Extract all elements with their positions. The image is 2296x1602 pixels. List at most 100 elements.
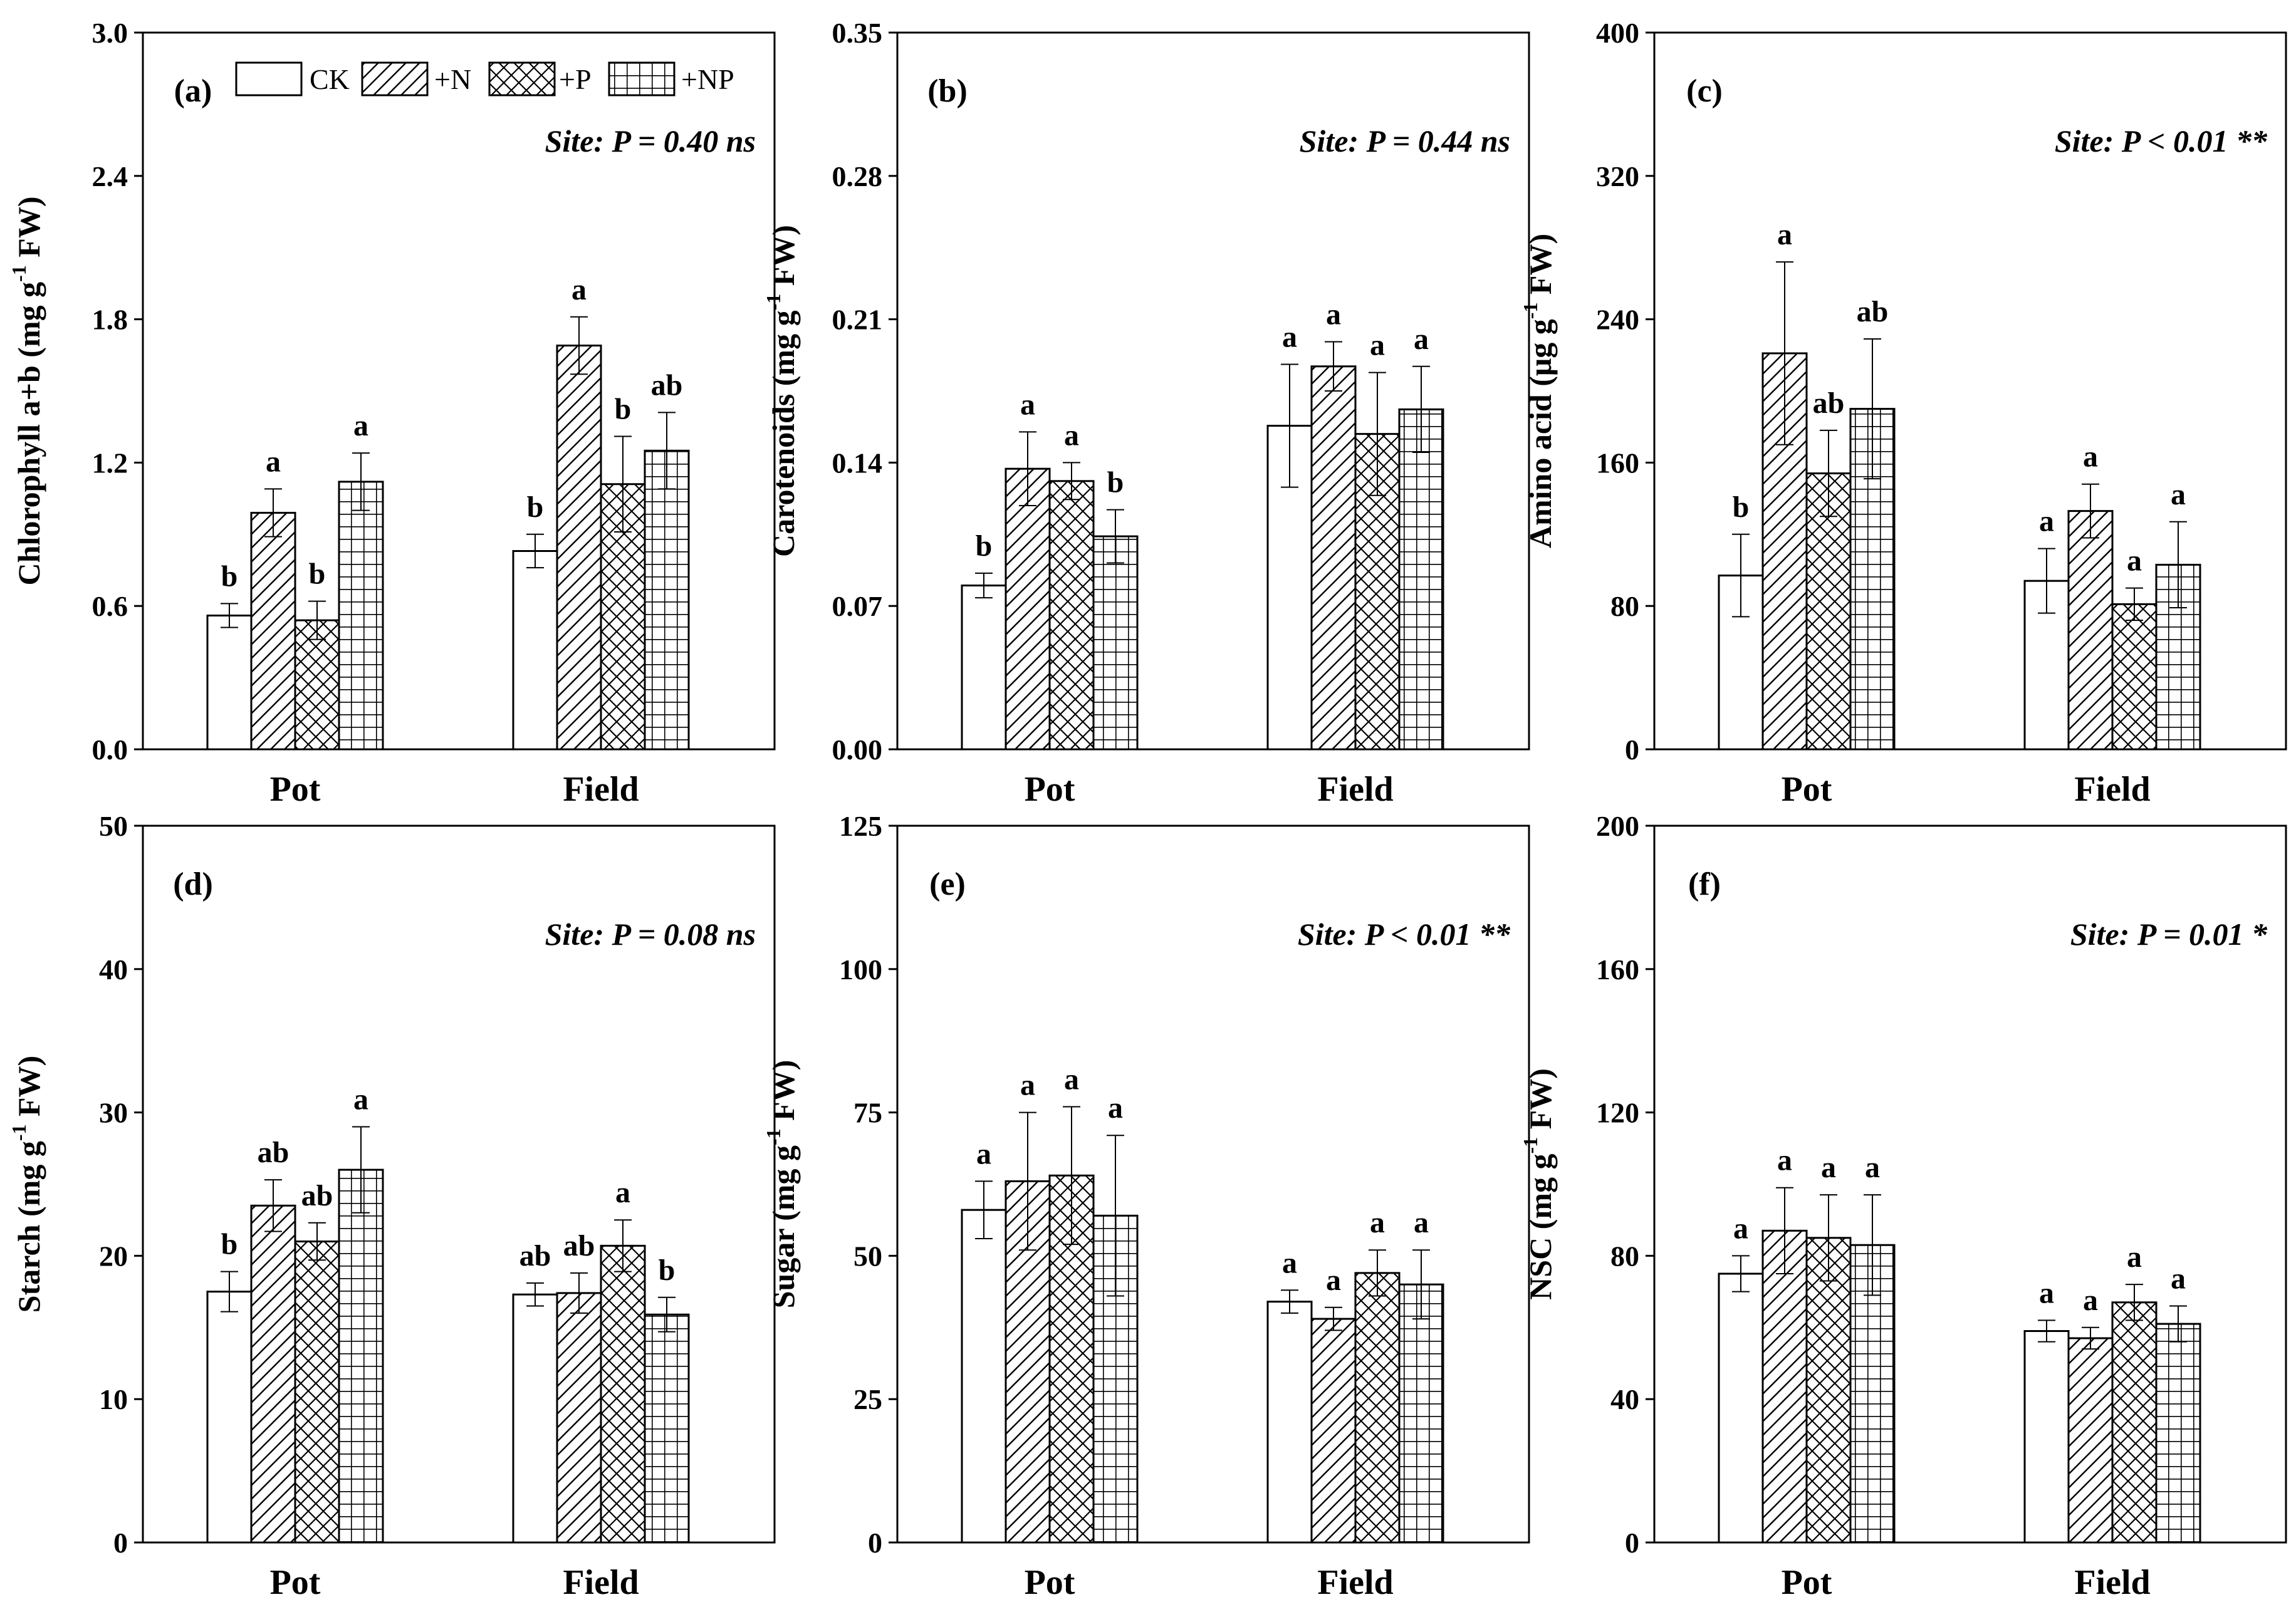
significance-letter: a	[1821, 1151, 1836, 1184]
significance-letter: a	[353, 1083, 368, 1116]
bar-pot-ck	[206, 1291, 253, 1544]
y-tick-label: 0	[868, 1527, 882, 1559]
panel-label: (e)	[929, 866, 966, 902]
panel-b: 0.00 0.07 0.14 0.21 0.28 0.35 Carotenoids (mg …	[762, 17, 1530, 809]
y-axis-label: Starch (mg g-1 FW)	[8, 1056, 46, 1313]
y-tick-label: 50	[99, 810, 128, 842]
bar-pot-plus-p	[1805, 472, 1852, 751]
panel-f: 0 40 80 120 160 200 NSC (mg g-1 FW) (f) Site: P …	[1519, 810, 2287, 1602]
x-category-label: Pot	[270, 770, 321, 809]
bar-pot-plus-np	[1092, 535, 1139, 751]
bar-pot-plus-p	[294, 1241, 340, 1544]
y-tick-label: 30	[99, 1097, 128, 1129]
y-axis-label: Chlorophyll a+b (mg g-1 FW)	[8, 197, 46, 586]
legend-swatch-plus-p	[488, 61, 556, 96]
significance-letter: ab	[301, 1179, 333, 1212]
panel-label: (b)	[927, 73, 968, 109]
significance-letter: a	[1370, 1206, 1385, 1239]
legend-label: +P	[559, 63, 592, 95]
y-tick-label: 0.21	[832, 304, 883, 336]
y-tick-label: 0.00	[832, 734, 883, 766]
significance-letter: ab	[1813, 387, 1845, 420]
bar-field-plus-np	[1398, 1283, 1444, 1544]
significance-letter: a	[1777, 218, 1792, 251]
panel-a: 0.0 0.6 1.2 1.8 2.4 3.0 Chlorophyll a+b (mg g-…	[8, 17, 776, 809]
bar-field-plus-np	[2155, 1323, 2201, 1544]
legend-swatch-plus-np	[608, 61, 676, 96]
bar-pot-ck	[961, 1209, 1007, 1544]
bar-pot-plus-n	[1004, 467, 1051, 751]
panel-e: 0 25 50 75 100 125 Sugar (mg g-1 FW) (e) Site: P…	[762, 810, 1530, 1602]
y-tick-label: 160	[1596, 954, 1639, 986]
significance-letter: b	[976, 529, 993, 563]
legend-swatch-ck	[235, 61, 303, 96]
bar-field-plus-p	[1354, 1272, 1401, 1544]
panel-label: (d)	[173, 866, 213, 902]
y-axis-label: Sugar (mg g-1 FW)	[762, 1060, 801, 1309]
plot-frame	[142, 31, 776, 751]
plot-frame	[142, 824, 776, 1544]
legend-label: +NP	[681, 63, 734, 95]
x-category-label: Pot	[1782, 770, 1832, 809]
x-category-label: Field	[2074, 770, 2150, 809]
significance-letter: a	[1865, 1151, 1880, 1184]
y-tick-label: 0	[1625, 1527, 1639, 1559]
y-tick-label: 160	[1596, 447, 1639, 479]
significance-letter: a	[353, 409, 368, 442]
significance-letter: a	[1777, 1144, 1792, 1177]
y-tick-label: 0	[1625, 734, 1639, 766]
bar-field-plus-p	[2111, 1301, 2158, 1544]
significance-letter: a	[976, 1137, 991, 1170]
y-tick-label: 100	[839, 954, 882, 986]
significance-letter: b	[221, 1228, 238, 1261]
x-category-label: Field	[2074, 1563, 2150, 1602]
y-axis-label: Amino acid (μg g-1 FW)	[1519, 234, 1558, 548]
panel-c: 0 80 160 240 320 400 Amino acid (μg g-1 FW) (c)…	[1519, 17, 2287, 809]
x-category-label: Pot	[1025, 1563, 1075, 1602]
y-tick-label: 320	[1596, 160, 1639, 192]
site-statistic: Site: P = 0.08 ns	[545, 917, 756, 952]
significance-letter: b	[221, 559, 238, 593]
significance-letter: ab	[563, 1229, 595, 1262]
y-tick-label: 0.35	[832, 17, 883, 49]
bar-pot-plus-np	[338, 481, 384, 751]
significance-letter: ab	[519, 1239, 551, 1272]
significance-letter: a	[1108, 1091, 1123, 1125]
significance-letter: a	[1282, 1246, 1297, 1279]
significance-letter: b	[527, 491, 544, 524]
significance-letter: ab	[258, 1136, 290, 1169]
significance-letter: a	[2039, 505, 2054, 538]
y-tick-label: 125	[839, 810, 882, 842]
y-tick-label: 40	[1610, 1383, 1639, 1415]
bar-field-plus-p	[600, 1244, 646, 1544]
bar-field-plus-n	[1310, 365, 1357, 751]
significance-letter: a	[2039, 1276, 2054, 1309]
y-tick-label: 3.0	[92, 17, 128, 49]
significance-letter: a	[2127, 544, 2142, 578]
legend-swatch-plus-n	[361, 61, 429, 96]
bar-field-ck	[512, 549, 558, 751]
y-tick-label: 2.4	[92, 160, 128, 192]
x-category-label: Field	[563, 770, 639, 809]
panel-label: (c)	[1686, 73, 1723, 109]
bar-field-plus-n	[1310, 1318, 1357, 1544]
site-statistic: Site: P < 0.01 **	[2055, 123, 2268, 159]
x-category-label: Pot	[1025, 770, 1075, 809]
y-tick-label: 50	[853, 1240, 882, 1272]
panel-d: 0 10 20 30 40 50 Starch (mg g-1 FW) (d) Site: P …	[8, 810, 776, 1602]
significance-letter: a	[1326, 298, 1341, 331]
y-axis-label: NSC (mg g-1 FW)	[1519, 1068, 1558, 1300]
significance-letter: a	[2083, 440, 2098, 474]
y-tick-label: 75	[853, 1097, 882, 1129]
site-statistic: Site: P = 0.44 ns	[1300, 123, 1510, 159]
plot-frame	[1653, 31, 2287, 751]
legend-label: +N	[434, 63, 471, 95]
bar-field-plus-n	[2067, 1337, 2114, 1544]
legend: CK +N +P +NP	[235, 61, 734, 96]
x-category-label: Field	[1317, 770, 1393, 809]
panel-label: (a)	[174, 73, 212, 109]
significance-letter: a	[1733, 1212, 1748, 1245]
significance-letter: a	[571, 273, 587, 306]
y-tick-label: 1.2	[92, 447, 128, 479]
